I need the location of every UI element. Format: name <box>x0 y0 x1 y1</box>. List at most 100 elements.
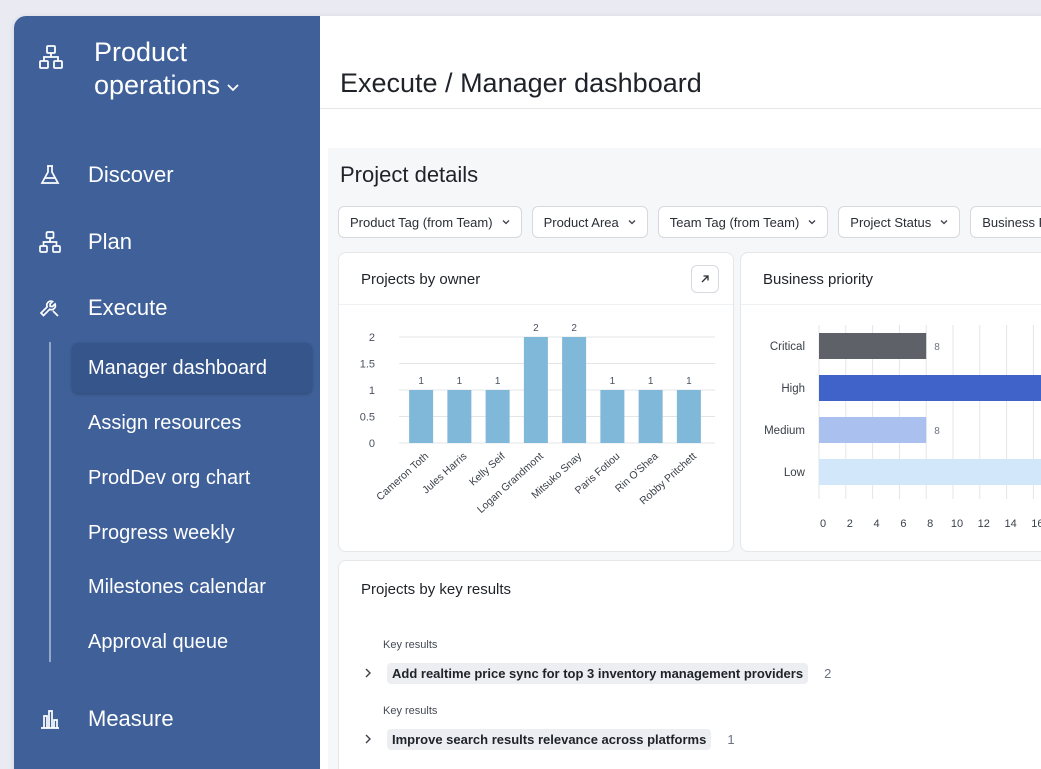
filter-bar: Product Tag (from Team) Product Area Tea… <box>338 206 1041 238</box>
y-tick-label: 0 <box>369 438 375 450</box>
sidebar-item-discover[interactable]: Discover <box>14 153 320 197</box>
x-tick-label: 14 <box>1004 518 1016 530</box>
card-projects-by-owner: Projects by owner 0 0.5 1 1.5 2 1 Cameron Toth… <box>338 252 734 552</box>
x-tick-label: 2 <box>847 518 853 530</box>
bar-value-label: 1 <box>648 376 654 387</box>
card-header: Business priority <box>741 253 1041 305</box>
filter-product-area[interactable]: Product Area <box>531 206 648 238</box>
bar <box>447 390 472 443</box>
bar-value-label: 8 <box>934 342 940 353</box>
y-tick-label: 1 <box>369 385 375 397</box>
expand-button[interactable] <box>691 265 719 293</box>
sidebar-subitem-manager-dashboard[interactable]: Manager dashboard <box>72 343 312 393</box>
key-result-count: 1 <box>727 731 735 747</box>
bar <box>676 390 701 443</box>
x-tick-label: 16 <box>1031 518 1041 530</box>
section-title: Project details <box>340 162 479 187</box>
page-title: Execute / Manager dashboard <box>340 68 702 98</box>
bar <box>523 337 548 443</box>
sidebar-item-label: Measure <box>88 706 174 731</box>
bar <box>819 417 927 443</box>
x-tick-label: 6 <box>900 518 906 530</box>
y-tick-label: High <box>781 383 805 395</box>
sidebar: Product operations Discover Plan Execute… <box>14 16 320 769</box>
wrench-icon <box>39 300 59 317</box>
workspace-title-line2: operations <box>94 70 221 100</box>
y-tick-label: 0.5 <box>360 412 375 424</box>
chevron-down-icon <box>502 220 510 225</box>
sidebar-subitem-proddev-org-chart[interactable]: ProdDev org chart <box>88 466 251 489</box>
x-tick-label: Logan Grandmont <box>475 450 546 516</box>
filter-product-tag[interactable]: Product Tag (from Team) <box>338 206 522 238</box>
x-tick-label: 12 <box>978 518 990 530</box>
sidebar-subitem-assign-resources[interactable]: Assign resources <box>88 411 242 434</box>
key-results-header: Key results <box>383 639 438 651</box>
y-tick-label: Medium <box>764 425 805 437</box>
chevron-down-icon <box>227 84 239 92</box>
filter-label: Business P <box>982 214 1041 230</box>
chevron-right-icon <box>365 734 371 744</box>
y-tick-label: Critical <box>770 341 805 353</box>
sidebar-subitem-approval-queue[interactable]: Approval queue <box>88 630 229 653</box>
arrow-up-right-icon <box>701 275 709 283</box>
y-tick-label: 2 <box>369 332 375 344</box>
bar-value-label: 1 <box>495 376 501 387</box>
sidebar-item-label: Execute <box>88 295 168 320</box>
app-window: Product operations Discover Plan Execute… <box>14 16 1041 769</box>
org-chart-icon <box>39 231 61 253</box>
sidebar-item-label: Plan <box>88 229 133 254</box>
org-chart-icon <box>39 45 63 69</box>
workspace-switcher[interactable]: Product operations <box>94 36 304 102</box>
bar <box>485 390 510 443</box>
card-projects-by-key-results: Projects by key results Key results Add … <box>338 560 1041 769</box>
bar-value-label: 2 <box>533 323 539 334</box>
card-header: Projects by owner <box>339 253 733 305</box>
bar <box>819 375 1041 401</box>
subnav-guide <box>49 342 51 662</box>
chevron-down-icon <box>808 220 816 225</box>
sidebar-item-label: Discover <box>88 162 174 187</box>
bar-value-label: 8 <box>934 426 940 437</box>
filter-project-status[interactable]: Project Status <box>838 206 961 238</box>
main-area: Execute / Manager dashboard Project deta… <box>320 16 1041 769</box>
dashboard-content: Project details Product Tag (from Team) … <box>328 148 1041 769</box>
x-tick-label: Cameron Toth <box>374 450 431 503</box>
bar <box>409 390 434 443</box>
bar-value-label: 1 <box>686 376 692 387</box>
chevron-down-icon <box>940 220 948 225</box>
key-result-label: Add realtime price sync for top 3 invent… <box>387 662 809 684</box>
bar <box>819 333 927 359</box>
key-result-row[interactable]: Improve search results relevance across … <box>361 727 735 751</box>
x-tick-label: 8 <box>927 518 933 530</box>
x-tick-label: 10 <box>951 518 963 530</box>
sidebar-subitem-progress-weekly[interactable]: Progress weekly <box>88 521 235 544</box>
filter-label: Team Tag (from Team) <box>669 214 800 230</box>
key-results-header: Key results <box>383 705 438 717</box>
filter-label: Product Area <box>543 214 619 230</box>
sidebar-item-execute[interactable]: Execute <box>14 286 320 330</box>
bar-value-label: 1 <box>610 376 616 387</box>
bar-value-label: 1 <box>418 376 424 387</box>
sidebar-item-plan[interactable]: Plan <box>14 220 320 264</box>
key-result-label: Improve search results relevance across … <box>387 728 712 750</box>
chevron-down-icon <box>628 220 636 225</box>
card-title: Projects by key results <box>361 581 512 598</box>
card-business-priority: Business priority 0 2 4 6 8 10 12 14 16 Critical 8… <box>740 252 1041 552</box>
filter-business-priority[interactable]: Business P <box>970 206 1041 238</box>
bar-value-label: 1 <box>457 376 463 387</box>
filter-team-tag[interactable]: Team Tag (from Team) <box>657 206 829 238</box>
workspace-title-line1: Product <box>94 37 188 67</box>
filter-label: Project Status <box>850 214 932 230</box>
y-tick-label: Low <box>784 467 806 479</box>
y-tick-label: 1.5 <box>360 359 375 371</box>
bar <box>638 390 663 443</box>
filter-label: Product Tag (from Team) <box>350 214 493 230</box>
key-result-row[interactable]: Add realtime price sync for top 3 invent… <box>361 661 831 685</box>
business-priority-chart: 0 2 4 6 8 10 12 14 16 Critical 8 High Medium 8 Low <box>764 325 1041 530</box>
sidebar-subitem-milestones-calendar[interactable]: Milestones calendar <box>88 575 266 598</box>
divider <box>320 108 1041 109</box>
flask-icon <box>40 165 60 184</box>
sidebar-item-measure[interactable]: Measure <box>14 697 320 741</box>
bar-value-label: 2 <box>571 323 577 334</box>
